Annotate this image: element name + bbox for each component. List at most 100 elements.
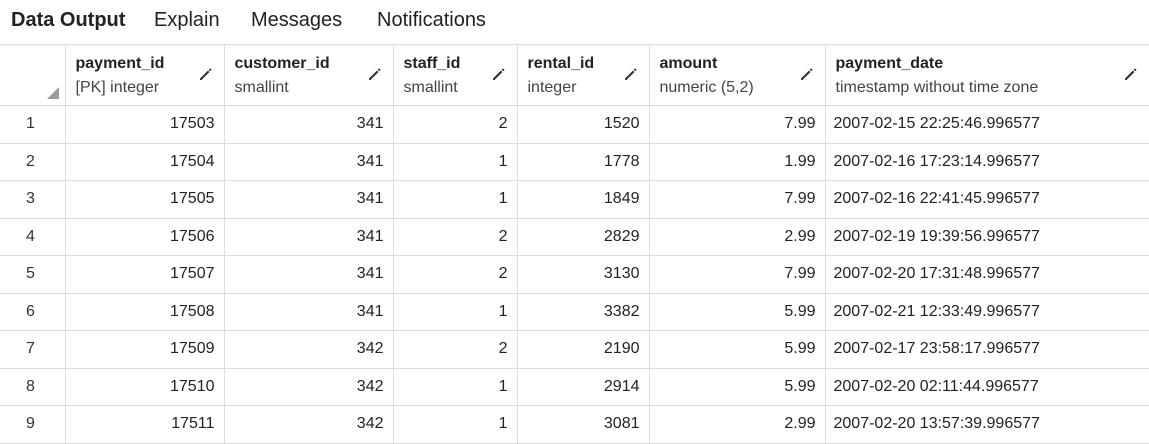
column-name: payment_date [835, 55, 944, 72]
row-number[interactable]: 7 [0, 330, 66, 369]
cell-amount[interactable]: 7.99 [649, 105, 826, 144]
cell-rental-id[interactable]: 3382 [517, 293, 650, 331]
pencil-icon[interactable] [491, 66, 507, 82]
cell-payment-id[interactable]: 17504 [65, 143, 225, 181]
cell-rental-id[interactable]: 3081 [517, 405, 650, 444]
header-row: payment_id [PK] integer customer_id smal… [0, 44, 1149, 106]
cell-payment-id[interactable]: 17509 [65, 330, 225, 369]
cell-customer-id[interactable]: 342 [224, 368, 394, 406]
cell-payment-date[interactable]: 2007-02-20 02:11:44.996577 [825, 368, 1149, 406]
cell-customer-id[interactable]: 342 [224, 330, 394, 369]
table-row[interactable]: 5 17507 341 2 3130 7.99 2007-02-20 17:31… [0, 255, 1149, 294]
cell-payment-id[interactable]: 17503 [65, 105, 225, 144]
column-type: [PK] integer [75, 79, 160, 96]
cell-staff-id[interactable]: 2 [393, 105, 518, 144]
cell-staff-id[interactable]: 2 [393, 330, 518, 369]
column-header-amount[interactable]: amount numeric (5,2) [649, 44, 826, 106]
cell-amount[interactable]: 2.99 [649, 405, 826, 444]
cell-amount[interactable]: 5.99 [649, 368, 826, 406]
row-number[interactable]: 4 [0, 218, 66, 256]
cell-amount[interactable]: 5.99 [649, 330, 826, 369]
pencil-icon[interactable] [367, 66, 383, 82]
cell-payment-date[interactable]: 2007-02-19 19:39:56.996577 [825, 218, 1149, 256]
pencil-icon[interactable] [198, 66, 214, 82]
cell-payment-id[interactable]: 17506 [65, 218, 225, 256]
column-type: smallint [234, 79, 289, 96]
column-header-staff-id[interactable]: staff_id smallint [393, 44, 518, 106]
data-output-grid: payment_id [PK] integer customer_id smal… [0, 44, 1149, 444]
row-number[interactable]: 1 [0, 105, 66, 144]
pencil-icon[interactable] [623, 66, 639, 82]
cell-payment-id[interactable]: 17508 [65, 293, 225, 331]
cell-staff-id[interactable]: 1 [393, 405, 518, 444]
cell-payment-date[interactable]: 2007-02-16 22:41:45.996577 [825, 180, 1149, 219]
column-name: payment_id [75, 55, 165, 72]
cell-customer-id[interactable]: 341 [224, 255, 394, 294]
select-all-corner[interactable] [0, 44, 66, 106]
cell-staff-id[interactable]: 1 [393, 143, 518, 181]
tab-explain[interactable]: Explain [154, 9, 220, 31]
column-header-rental-id[interactable]: rental_id integer [517, 44, 650, 106]
cell-rental-id[interactable]: 1778 [517, 143, 650, 181]
cell-payment-date[interactable]: 2007-02-17 23:58:17.996577 [825, 330, 1149, 369]
cell-amount[interactable]: 7.99 [649, 180, 826, 219]
tab-messages[interactable]: Messages [251, 9, 343, 31]
column-type: timestamp without time zone [835, 79, 1039, 96]
cell-payment-id[interactable]: 17505 [65, 180, 225, 219]
cell-rental-id[interactable]: 1849 [517, 180, 650, 219]
row-number[interactable]: 5 [0, 255, 66, 294]
cell-staff-id[interactable]: 1 [393, 180, 518, 219]
table-row[interactable]: 9 17511 342 1 3081 2.99 2007-02-20 13:57… [0, 405, 1149, 444]
column-header-customer-id[interactable]: customer_id smallint [224, 44, 394, 106]
cell-payment-date[interactable]: 2007-02-20 17:31:48.996577 [825, 255, 1149, 294]
cell-staff-id[interactable]: 1 [393, 293, 518, 331]
row-number[interactable]: 9 [0, 405, 66, 444]
cell-amount[interactable]: 1.99 [649, 143, 826, 181]
cell-customer-id[interactable]: 341 [224, 105, 394, 144]
cell-customer-id[interactable]: 341 [224, 218, 394, 256]
column-type: numeric (5,2) [659, 79, 754, 96]
row-number[interactable]: 3 [0, 180, 66, 219]
row-number[interactable]: 6 [0, 293, 66, 331]
cell-staff-id[interactable]: 2 [393, 255, 518, 294]
cell-customer-id[interactable]: 341 [224, 180, 394, 219]
table-row[interactable]: 3 17505 341 1 1849 7.99 2007-02-16 22:41… [0, 180, 1149, 219]
cell-payment-id[interactable]: 17510 [65, 368, 225, 406]
table-row[interactable]: 8 17510 342 1 2914 5.99 2007-02-20 02:11… [0, 368, 1149, 406]
column-name: rental_id [527, 55, 595, 72]
cell-rental-id[interactable]: 2914 [517, 368, 650, 406]
cell-amount[interactable]: 2.99 [649, 218, 826, 256]
pencil-icon[interactable] [1123, 66, 1139, 82]
cell-rental-id[interactable]: 2829 [517, 218, 650, 256]
cell-payment-date[interactable]: 2007-02-20 13:57:39.996577 [825, 405, 1149, 444]
cell-staff-id[interactable]: 2 [393, 218, 518, 256]
column-header-payment-date[interactable]: payment_date timestamp without time zone [825, 44, 1149, 106]
cell-staff-id[interactable]: 1 [393, 368, 518, 406]
row-number[interactable]: 8 [0, 368, 66, 406]
results-tab-bar: Data Output Explain Messages Notificatio… [0, 0, 1149, 44]
cell-payment-date[interactable]: 2007-02-21 12:33:49.996577 [825, 293, 1149, 331]
tab-data-output[interactable]: Data Output [11, 9, 126, 31]
table-row[interactable]: 2 17504 341 1 1778 1.99 2007-02-16 17:23… [0, 143, 1149, 181]
cell-customer-id[interactable]: 341 [224, 143, 394, 181]
cell-rental-id[interactable]: 2190 [517, 330, 650, 369]
cell-amount[interactable]: 7.99 [649, 255, 826, 294]
cell-customer-id[interactable]: 341 [224, 293, 394, 331]
cell-payment-id[interactable]: 17507 [65, 255, 225, 294]
cell-rental-id[interactable]: 1520 [517, 105, 650, 144]
table-row[interactable]: 7 17509 342 2 2190 5.99 2007-02-17 23:58… [0, 330, 1149, 369]
table-row[interactable]: 4 17506 341 2 2829 2.99 2007-02-19 19:39… [0, 218, 1149, 256]
tab-notifications[interactable]: Notifications [377, 9, 486, 31]
cell-payment-date[interactable]: 2007-02-15 22:25:46.996577 [825, 105, 1149, 144]
table-row[interactable]: 6 17508 341 1 3382 5.99 2007-02-21 12:33… [0, 293, 1149, 331]
column-name: amount [659, 55, 718, 72]
column-header-payment-id[interactable]: payment_id [PK] integer [65, 44, 225, 106]
table-row[interactable]: 1 17503 341 2 1520 7.99 2007-02-15 22:25… [0, 105, 1149, 144]
cell-rental-id[interactable]: 3130 [517, 255, 650, 294]
cell-payment-id[interactable]: 17511 [65, 405, 225, 444]
pencil-icon[interactable] [799, 66, 815, 82]
cell-payment-date[interactable]: 2007-02-16 17:23:14.996577 [825, 143, 1149, 181]
row-number[interactable]: 2 [0, 143, 66, 181]
cell-amount[interactable]: 5.99 [649, 293, 826, 331]
cell-customer-id[interactable]: 342 [224, 405, 394, 444]
